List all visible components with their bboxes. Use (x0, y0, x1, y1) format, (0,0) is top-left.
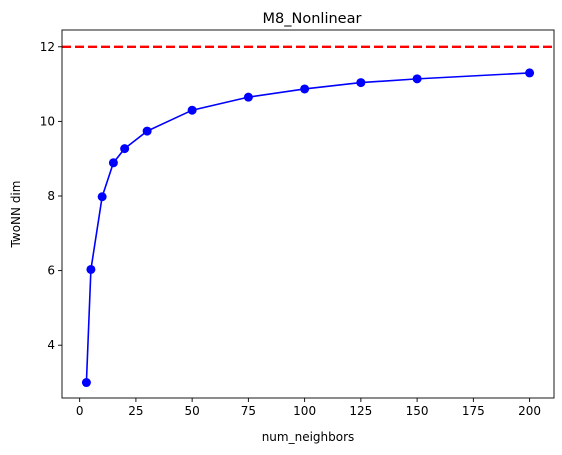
data-point (300, 84, 310, 94)
x-tick-label: 175 (462, 404, 485, 418)
y-tick-label: 8 (47, 189, 55, 203)
data-point (412, 74, 422, 84)
data-point (81, 378, 91, 388)
x-tick-label: 75 (241, 404, 256, 418)
y-tick-label: 4 (47, 338, 55, 352)
y-tick-label: 10 (40, 114, 55, 128)
data-point (356, 78, 366, 88)
x-tick-label: 100 (293, 404, 316, 418)
x-tick-label: 150 (406, 404, 429, 418)
data-point (97, 192, 107, 202)
plot-frame (61, 29, 555, 399)
data-point (108, 158, 118, 168)
y-tick-label: 12 (40, 40, 55, 54)
x-tick-label: 200 (518, 404, 541, 418)
x-axis-label: num_neighbors (262, 430, 355, 444)
x-tick-label: 0 (76, 404, 84, 418)
x-tick-label: 25 (128, 404, 143, 418)
data-point (243, 92, 253, 102)
data-point (120, 144, 130, 154)
data-point (142, 126, 152, 136)
plot-area (62, 45, 554, 388)
y-axis-label: TwoNN dim (9, 181, 23, 249)
x-tick-label: 125 (349, 404, 372, 418)
data-point (525, 68, 535, 78)
x-axis: 0 25 50 75 100 125 150 175 200 (76, 398, 541, 418)
series-line (85, 72, 530, 383)
y-axis: 4 6 8 10 12 (40, 40, 62, 352)
x-tick-label: 50 (185, 404, 200, 418)
data-point (86, 264, 96, 274)
y-tick-label: 6 (47, 264, 55, 278)
chart-title: M8_Nonlinear (263, 11, 362, 27)
data-point (187, 105, 197, 115)
